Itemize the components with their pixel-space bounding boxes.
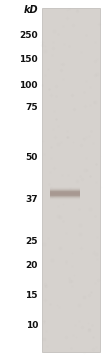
Text: 250: 250 — [19, 31, 38, 40]
Text: 37: 37 — [25, 195, 38, 204]
Bar — [50, 190, 80, 195]
Bar — [50, 189, 80, 194]
Bar — [42, 8, 100, 352]
Bar — [50, 189, 80, 194]
Text: kD: kD — [23, 5, 38, 15]
Bar — [50, 194, 80, 199]
Text: 150: 150 — [19, 55, 38, 64]
Text: 20: 20 — [26, 261, 38, 270]
Text: 100: 100 — [19, 81, 38, 90]
Text: 25: 25 — [25, 238, 38, 247]
Text: 10: 10 — [26, 320, 38, 329]
Text: 15: 15 — [25, 291, 38, 300]
Bar — [50, 193, 80, 198]
Bar — [50, 188, 80, 193]
Bar — [50, 194, 80, 198]
Text: 75: 75 — [25, 104, 38, 112]
Text: 50: 50 — [26, 153, 38, 162]
Bar — [50, 192, 80, 197]
Bar — [50, 186, 80, 192]
